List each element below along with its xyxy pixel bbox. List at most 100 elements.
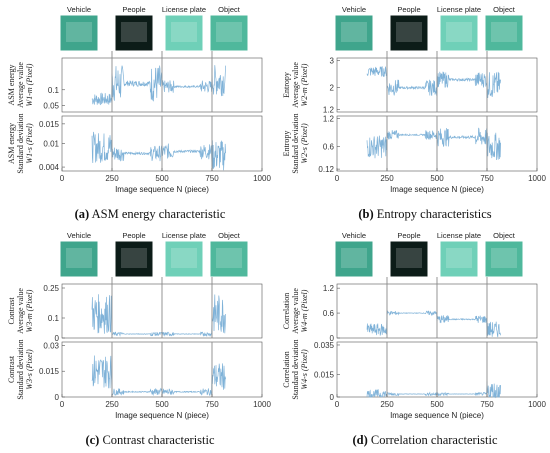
bottom-ylabel-line2: Standard deviation <box>291 113 300 173</box>
top-ytick-label-1: 2 <box>330 84 335 93</box>
xtick-label-0: 0 <box>60 400 65 409</box>
thumbnail-highlight-0 <box>66 248 92 268</box>
bottom-ytick-label-1: 0.015 <box>314 371 335 380</box>
panel-caption: (c) Contrast characteristic <box>85 433 215 447</box>
category-header-2: License plate <box>437 5 481 14</box>
thumbnail-0 <box>59 14 99 52</box>
top-ylabel-line3: W2-m (Pixel) <box>300 63 309 106</box>
xtick-label-4: 1000 <box>253 174 271 183</box>
bottom-ylabel: Contrast Standard deviation W3-s (Pixel) <box>7 339 34 399</box>
thumbnail-3 <box>209 240 249 278</box>
thumbnail-highlight-1 <box>121 248 147 268</box>
thumbnail-highlight-2 <box>171 248 197 268</box>
thumbnail-highlight-0 <box>341 22 367 42</box>
bottom-ytick-label-0: 0.12 <box>318 165 334 174</box>
panel-b: Vehicle People License plate Object 1.2 2 3 Ent… <box>282 5 546 221</box>
top-ytick-label-0: 0 <box>55 334 60 343</box>
caption-text: Contrast characteristic <box>99 433 215 447</box>
category-header-3: Object <box>218 5 241 14</box>
caption-letter: (b) <box>358 207 373 221</box>
bottom-ytick-label-2: 0.015 <box>39 120 60 129</box>
xtick-label-1: 250 <box>105 400 119 409</box>
top-series-line <box>91 294 226 337</box>
top-ytick-label-2: 3 <box>330 57 335 66</box>
xtick-label-1: 250 <box>380 400 394 409</box>
thumbnail-3 <box>484 240 524 278</box>
thumbnail-0 <box>59 240 99 278</box>
x-axis-label: Image sequence N (piece) <box>390 185 484 194</box>
bottom-ylabel-line3: W4-s (Pixel) <box>300 349 309 390</box>
bottom-ylabel: Correlation Standard deviation W4-s (Pixel… <box>282 339 309 399</box>
category-header-3: Object <box>493 231 516 240</box>
bottom-ylabel-line1: Correlation <box>282 351 291 387</box>
top-ylabel-line1: Entropy <box>282 72 291 98</box>
xtick-label-1: 250 <box>380 174 394 183</box>
bottom-ytick-label-2: 1.2 <box>323 114 335 123</box>
bottom-series-line <box>91 131 226 171</box>
thumbnail-highlight-2 <box>446 248 472 268</box>
panel-d: Vehicle People License plate Object 0 0.6 1.2 C… <box>282 231 546 447</box>
category-header-3: Object <box>218 231 241 240</box>
xtick-label-2: 500 <box>155 400 169 409</box>
top-ylabel-line3: W4-m (Pixel) <box>300 289 309 332</box>
category-header-0: Vehicle <box>67 5 91 14</box>
bottom-subplot: 0 0.015 0.03 Contrast Standard deviation W3-s… <box>7 339 263 402</box>
top-ylabel-line3: W1-m (Pixel) <box>25 63 34 106</box>
bottom-ylabel-line1: ASM energy <box>7 123 16 164</box>
panel-caption: (b) Entropy characteristics <box>358 207 491 221</box>
category-header-1: People <box>397 5 420 14</box>
bottom-ytick-label-0: 0 <box>330 393 335 402</box>
panel-caption: (d) Correlation characteristic <box>352 433 498 447</box>
caption-letter: (c) <box>85 433 99 447</box>
top-ytick-label-1: 0.1 <box>48 314 60 323</box>
bottom-ylabel-line3: W1-s (Pixel) <box>25 123 34 164</box>
bottom-subplot: 0.004 0.01 0.015 ASM energy Standard deviati… <box>7 113 263 174</box>
bottom-series-line <box>91 355 226 397</box>
thumbnail-0 <box>334 14 374 52</box>
top-ylabel-line2: Average value <box>16 62 25 108</box>
xtick-label-4: 1000 <box>253 400 271 409</box>
bottom-ylabel-line3: W2-s (Pixel) <box>300 123 309 164</box>
panel-c: Vehicle People License plate Object 0 0.1 0.25… <box>7 231 271 447</box>
category-header-1: People <box>122 5 145 14</box>
caption-letter: (d) <box>352 433 367 447</box>
thumbnail-1 <box>389 14 429 52</box>
xtick-label-3: 750 <box>205 400 219 409</box>
top-ytick-label-0: 0 <box>330 334 335 343</box>
thumbnail-highlight-0 <box>66 22 92 42</box>
xtick-label-3: 750 <box>480 174 494 183</box>
thumbnail-highlight-0 <box>341 248 367 268</box>
thumbnail-highlight-1 <box>121 22 147 42</box>
bottom-ytick-label-2: 0.03 <box>43 341 59 350</box>
category-header-1: People <box>397 231 420 240</box>
top-ylabel-line2: Average value <box>291 288 300 334</box>
category-header-2: License plate <box>162 5 206 14</box>
top-ylabel: Contrast Average value W3-m (Pixel) <box>7 288 34 334</box>
thumbnail-3 <box>484 14 524 52</box>
category-header-0: Vehicle <box>342 5 366 14</box>
top-ylabel-line2: Average value <box>16 288 25 334</box>
bottom-series-line <box>366 381 501 399</box>
top-ylabel-line1: ASM energy <box>7 65 16 106</box>
bottom-ylabel-line3: W3-s (Pixel) <box>25 349 34 390</box>
xtick-label-3: 750 <box>205 174 219 183</box>
thumbnail-highlight-2 <box>446 22 472 42</box>
top-ytick-label-2: 0.25 <box>43 284 59 293</box>
panel-caption: (a) ASM energy characteristic <box>75 207 226 221</box>
bottom-ylabel-line2: Standard deviation <box>291 339 300 399</box>
top-subplot: 1.2 2 3 Entropy Average value W2-m (Pixel) <box>282 51 538 114</box>
xtick-label-2: 500 <box>155 174 169 183</box>
thumbnail-highlight-3 <box>216 248 242 268</box>
top-series-line <box>366 66 501 99</box>
top-ylabel: Correlation Average value W4-m (Pixel) <box>282 288 309 334</box>
thumbnail-2 <box>164 14 204 52</box>
bottom-ylabel-line1: Entropy <box>282 131 291 157</box>
category-header-2: License plate <box>437 231 481 240</box>
category-header-3: Object <box>493 5 516 14</box>
top-ytick-label-1: 0.6 <box>323 309 335 318</box>
top-subplot: 0 0.1 0.25 Contrast Average value W3-m (Pixel… <box>7 277 263 343</box>
caption-letter: (a) <box>75 207 90 221</box>
xtick-label-0: 0 <box>335 400 340 409</box>
thumbnail-highlight-3 <box>491 248 517 268</box>
